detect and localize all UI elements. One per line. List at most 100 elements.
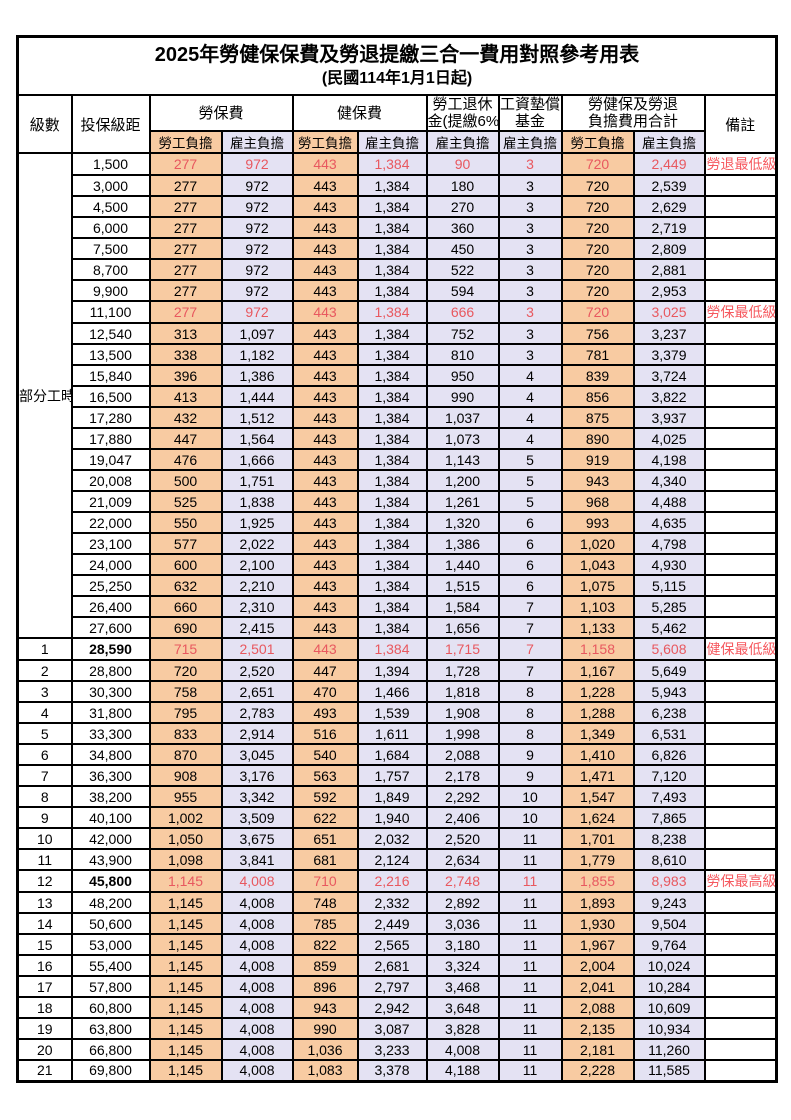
- subheader-total-employer: 雇主負擔: [632, 130, 706, 154]
- value-cell: 11: [497, 848, 563, 871]
- value-cell: 277: [148, 195, 223, 218]
- note-cell: [703, 595, 778, 618]
- value-cell: 1,440: [425, 553, 500, 576]
- note-cell: [703, 322, 778, 345]
- bracket-cell: 60,800: [70, 996, 151, 1019]
- value-cell: 1,394: [356, 659, 428, 682]
- value-cell: 720: [560, 258, 635, 281]
- value-cell: 8,983: [632, 869, 706, 893]
- value-cell: 822: [291, 933, 359, 956]
- table-row: 18 60,800 1,145 4,008 943 2,942 3,648 11 2,088 10…: [16, 996, 778, 1019]
- level-cell: 5: [16, 722, 73, 745]
- level-cell: 15: [16, 933, 73, 956]
- value-cell: 1,930: [560, 912, 635, 935]
- value-cell: 2,797: [356, 975, 428, 998]
- table-row: 14 50,600 1,145 4,008 785 2,449 3,036 11 1,930 9,…: [16, 912, 778, 935]
- title-cell: 2025年勞健保保費及勞退提繳三合一費用對照參考用表 (民國114年1月1日起): [16, 35, 778, 96]
- value-cell: 443: [291, 216, 359, 239]
- note-cell: 健保最低級距: [703, 637, 778, 661]
- value-cell: 2,124: [356, 848, 428, 871]
- table-row: 9,900 277 972 443 1,384 594 3 720 2,953: [18, 279, 778, 302]
- note-cell: [703, 975, 778, 998]
- value-cell: 443: [291, 595, 359, 618]
- value-cell: 2,520: [220, 659, 294, 682]
- value-cell: 5: [497, 490, 563, 513]
- value-cell: 810: [425, 343, 500, 366]
- level-cell: 4: [16, 701, 73, 724]
- note-cell: [703, 364, 778, 387]
- value-cell: 972: [220, 300, 294, 324]
- table-row: 7 36,300 908 3,176 563 1,757 2,178 9 1,471 7,120: [16, 764, 778, 787]
- bracket-cell: 57,800: [70, 975, 151, 998]
- value-cell: 277: [148, 237, 223, 260]
- bracket-cell: 21,009: [70, 490, 151, 513]
- value-cell: 4,025: [632, 427, 706, 450]
- value-cell: 5: [497, 448, 563, 471]
- table-row: 5 33,300 833 2,914 516 1,611 1,998 8 1,349 6,531: [16, 722, 778, 745]
- value-cell: 720: [560, 216, 635, 239]
- value-cell: 1,145: [148, 1038, 223, 1061]
- value-cell: 8,610: [632, 848, 706, 871]
- note-cell: 勞退最低級距: [703, 152, 778, 176]
- value-cell: 4,008: [220, 996, 294, 1019]
- note-cell: [703, 574, 778, 597]
- note-cell: [703, 279, 778, 302]
- value-cell: 3: [497, 322, 563, 345]
- bracket-cell: 15,840: [70, 364, 151, 387]
- value-cell: 972: [220, 237, 294, 260]
- note-cell: [703, 406, 778, 429]
- value-cell: 2,953: [632, 279, 706, 302]
- value-cell: 1,444: [220, 385, 294, 408]
- value-cell: 277: [148, 174, 223, 197]
- level-cell: 20: [16, 1038, 73, 1061]
- bracket-cell: 20,008: [70, 469, 151, 492]
- value-cell: 1,320: [425, 511, 500, 534]
- value-cell: 396: [148, 364, 223, 387]
- note-cell: [703, 764, 778, 787]
- value-cell: 1,384: [356, 258, 428, 281]
- value-cell: 4,198: [632, 448, 706, 471]
- value-cell: 3: [497, 216, 563, 239]
- value-cell: 1,083: [291, 1059, 359, 1082]
- value-cell: 3,379: [632, 343, 706, 366]
- value-cell: 1,818: [425, 680, 500, 703]
- value-cell: 990: [425, 385, 500, 408]
- note-cell: [703, 448, 778, 471]
- table-row: 4,500 277 972 443 1,384 270 3 720 2,629: [18, 195, 778, 218]
- value-cell: 2,809: [632, 237, 706, 260]
- level-cell: 18: [16, 996, 73, 1019]
- value-cell: 833: [148, 722, 223, 745]
- value-cell: 752: [425, 322, 500, 345]
- bracket-cell: 50,600: [70, 912, 151, 935]
- value-cell: 890: [560, 427, 635, 450]
- value-cell: 720: [560, 279, 635, 302]
- value-cell: 4,008: [220, 891, 294, 914]
- value-cell: 1,384: [356, 300, 428, 324]
- value-cell: 2,310: [220, 595, 294, 618]
- value-cell: 3,342: [220, 785, 294, 808]
- value-cell: 1,611: [356, 722, 428, 745]
- table-row: 24,000 600 2,100 443 1,384 1,440 6 1,043 4,930: [18, 553, 778, 576]
- value-cell: 443: [291, 511, 359, 534]
- value-cell: 10,284: [632, 975, 706, 998]
- value-cell: 1,838: [220, 490, 294, 513]
- value-cell: 577: [148, 532, 223, 555]
- value-cell: 632: [148, 574, 223, 597]
- table-row: 3 30,300 758 2,651 470 1,466 1,818 8 1,228 5,943: [16, 680, 778, 703]
- bracket-cell: 63,800: [70, 1017, 151, 1040]
- bracket-cell: 28,590: [70, 637, 151, 661]
- value-cell: 413: [148, 385, 223, 408]
- value-cell: 1,288: [560, 701, 635, 724]
- table-row: 23,100 577 2,022 443 1,384 1,386 6 1,020 4,798: [18, 532, 778, 555]
- value-cell: 11: [497, 996, 563, 1019]
- level-cell: 10: [16, 827, 73, 850]
- value-cell: 2,135: [560, 1017, 635, 1040]
- value-cell: 6,826: [632, 743, 706, 766]
- level-cell: 2: [16, 659, 73, 682]
- value-cell: 1,349: [560, 722, 635, 745]
- value-cell: 972: [220, 174, 294, 197]
- note-cell: [703, 933, 778, 956]
- value-cell: 943: [291, 996, 359, 1019]
- value-cell: 758: [148, 680, 223, 703]
- value-cell: 2,651: [220, 680, 294, 703]
